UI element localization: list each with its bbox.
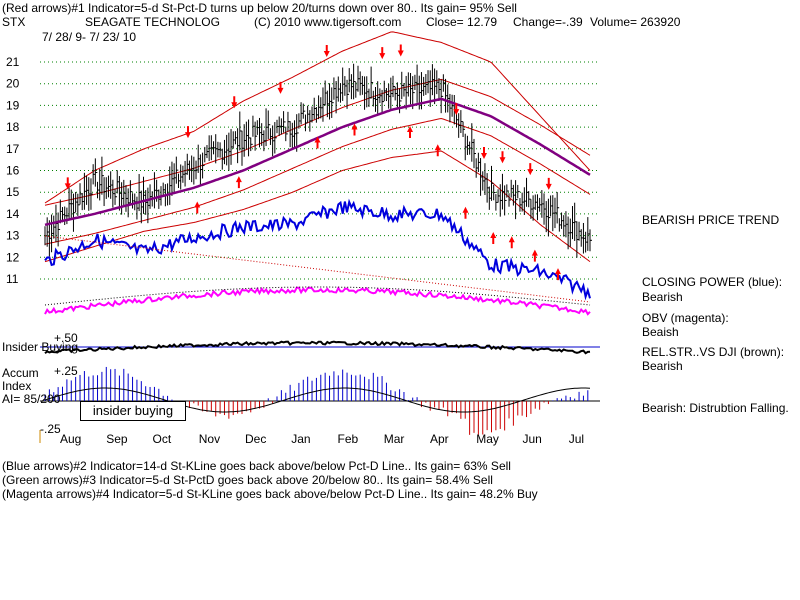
y-tick-label: 11 [6, 272, 19, 286]
x-month-labels: Aug Sep Oct Nov Dec Jan Feb Mar Apr May Jun Jul [60, 432, 584, 446]
insider-buying-box: insider buying [80, 401, 186, 421]
distribution-label: Bearish: Distrubtion Falling. [642, 401, 789, 415]
closing-power-line [44, 198, 591, 301]
obv-label: OBV (magenta): [642, 311, 729, 325]
x-month-label: Jun [523, 432, 542, 446]
ma-line [44, 97, 591, 227]
header-indicator-line: (Red arrows)#1 Indicator=5-d St-Pct-D tu… [2, 1, 517, 15]
lower-band [44, 150, 591, 263]
accum-ma-line [44, 387, 591, 413]
x-month-label: Feb [338, 432, 359, 446]
sell-arrow [499, 151, 506, 164]
buy-arrow [434, 144, 441, 157]
buy-arrow [462, 206, 469, 219]
x-month-label: Apr [430, 432, 449, 446]
buy-arrow [351, 123, 358, 136]
x-month-label: Jan [291, 432, 310, 446]
closing-power-status: Bearish [642, 290, 683, 304]
y-tick-label: 19 [6, 98, 20, 112]
footer-magenta-arrows: (Magenta arrows)#4 Indicator=5-d St-KLin… [2, 487, 538, 501]
sell-arrow [277, 81, 284, 94]
y-tick-label: 15 [6, 185, 20, 199]
buy-arrow [490, 231, 497, 244]
moving-average [44, 97, 591, 227]
rel-strength-label: REL.STR..VS DJI (brown): [642, 345, 785, 359]
x-month-label: Aug [60, 432, 81, 446]
obv-line [44, 286, 591, 316]
plus25-label: +.25 [54, 364, 78, 378]
sell-arrow [397, 44, 404, 57]
y-tick-label: 12 [6, 250, 20, 264]
signal-arrows [64, 44, 561, 281]
ai-label: AI= 85/200 [2, 392, 61, 406]
volume-label: Volume= 263920 [590, 15, 681, 29]
x-month-label: May [476, 432, 499, 446]
y-tick-label: 14 [6, 207, 20, 221]
obv-line [44, 286, 591, 316]
ticker-label: STX [2, 15, 26, 29]
change-label: Change=-.39 [513, 15, 583, 29]
inner-lower-band [44, 117, 591, 245]
footer-blue-arrows: (Blue arrows)#2 Indicator=14-d St-KLine … [2, 459, 511, 473]
y-tick-label: 17 [6, 142, 20, 156]
x-month-label: Dec [245, 432, 266, 446]
footer-green-arrows: (Green arrows)#3 Indicator=5-d St-PctD g… [2, 473, 493, 487]
x-month-label: Sep [106, 432, 128, 446]
buy-arrow [407, 126, 413, 139]
x-month-label: Nov [199, 432, 220, 446]
sell-arrow [64, 177, 71, 190]
sell-arrow [185, 126, 191, 139]
obv-status: Beaish [642, 325, 679, 339]
accumulation-histogram [44, 366, 591, 435]
sell-arrow [453, 103, 460, 116]
date-range-label: 7/ 28/ 9- 7/ 23/ 10 [42, 30, 137, 44]
rel-strength-line [44, 340, 591, 355]
buy-arrow [235, 176, 242, 189]
sell-arrow [379, 47, 386, 60]
y-tick-label: 20 [6, 77, 20, 91]
y-tick-label: 18 [6, 120, 20, 134]
x-month-label: Jul [569, 432, 584, 446]
upper-band [44, 31, 591, 204]
closing-power-line [44, 198, 591, 303]
minus25-label: -.25 [40, 422, 61, 436]
obv-ma [44, 286, 591, 306]
buy-arrow [314, 136, 321, 149]
rel-strength-line [44, 340, 591, 355]
price-bars [44, 63, 592, 258]
y-tick-label: 13 [6, 229, 20, 243]
index-label: Index [2, 379, 32, 393]
buy-arrow [555, 268, 561, 281]
price-y-ticks: 11 12 13 14 15 16 17 18 19 20 21 [6, 55, 20, 286]
buy-arrow [531, 249, 538, 262]
y-tick-label: 16 [6, 164, 20, 178]
close-label: Close= 12.79 [426, 15, 498, 29]
sell-arrow [323, 44, 330, 57]
closing-power-label: CLOSING POWER (blue): [642, 275, 783, 289]
insider-buying-label: Insider Buying [2, 340, 79, 354]
inner-upper-band [44, 78, 591, 206]
bollinger-bands [44, 31, 591, 263]
x-month-label: Mar [384, 432, 405, 446]
accum-label: Accum [2, 366, 39, 380]
sell-arrow [545, 177, 552, 190]
sell-arrow [231, 96, 238, 109]
rel-strength-status: Bearish [642, 359, 683, 373]
copyright-label: (C) 2010 www.tigersoft.com [254, 15, 402, 29]
trend-label: BEARISH PRICE TREND [642, 213, 780, 227]
company-label: SEAGATE TECHNOLOG [85, 15, 220, 29]
sell-arrow [527, 163, 534, 176]
buy-arrow [194, 201, 201, 214]
plus50-label: +.50 [54, 331, 78, 345]
y-tick-label: 21 [6, 55, 20, 69]
x-month-label: Oct [153, 432, 172, 446]
buy-arrow [508, 236, 515, 249]
sell-arrow [481, 146, 487, 159]
